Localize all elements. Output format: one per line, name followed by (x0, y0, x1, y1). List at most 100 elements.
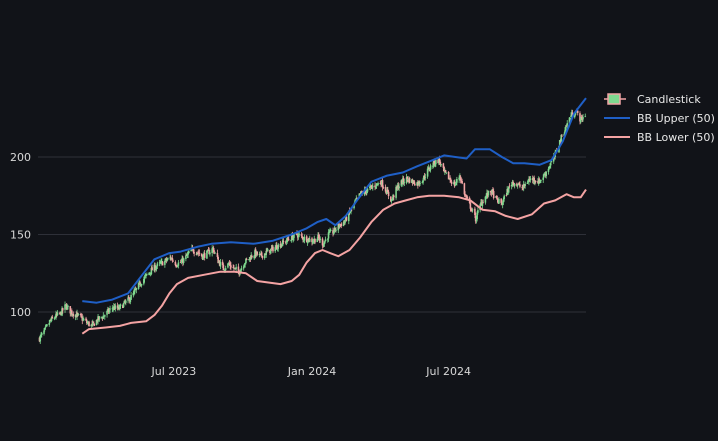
candle-body[interactable] (582, 117, 584, 120)
candle-body[interactable] (281, 240, 284, 246)
candle-body[interactable] (453, 181, 456, 187)
candle-body[interactable] (461, 180, 463, 184)
candle-body[interactable] (419, 183, 421, 185)
candle-body[interactable] (66, 306, 69, 310)
candle-body[interactable] (61, 308, 64, 311)
candle-body[interactable] (272, 246, 274, 252)
candle-body[interactable] (316, 238, 319, 243)
candle-body[interactable] (150, 268, 153, 275)
candle-body[interactable] (345, 216, 348, 221)
candle-body[interactable] (40, 333, 43, 336)
candle-body[interactable] (274, 247, 277, 252)
candle-body[interactable] (114, 305, 117, 310)
candle-body[interactable] (58, 312, 61, 314)
candle-body[interactable] (456, 178, 458, 183)
candle-body[interactable] (227, 263, 229, 268)
candle-body[interactable] (61, 308, 63, 316)
candle-body[interactable] (374, 185, 376, 188)
candle-body[interactable] (534, 181, 537, 182)
candle-body[interactable] (130, 295, 132, 300)
candle-body[interactable] (72, 313, 75, 317)
candle-body[interactable] (327, 232, 330, 239)
candle-body[interactable] (503, 195, 505, 200)
candle-body[interactable] (444, 170, 447, 173)
candle-body[interactable] (558, 139, 561, 147)
candle-body[interactable] (139, 282, 141, 286)
bollinger-lines[interactable] (81, 97, 587, 335)
candle-body[interactable] (245, 258, 247, 264)
candle-body[interactable] (424, 176, 427, 178)
candle-body[interactable] (213, 251, 216, 253)
candle-body[interactable] (239, 272, 241, 275)
candle-body[interactable] (230, 265, 232, 268)
candle-body[interactable] (202, 254, 204, 260)
candle-body[interactable] (265, 250, 268, 255)
candle-body[interactable] (442, 163, 445, 168)
candle-body[interactable] (560, 135, 563, 142)
candle-body[interactable] (211, 248, 213, 254)
candle-body[interactable] (539, 180, 542, 183)
candle-body[interactable] (70, 310, 73, 315)
candle-body[interactable] (149, 272, 151, 274)
candle-body[interactable] (433, 160, 436, 165)
candle-body[interactable] (500, 198, 502, 203)
candle-body[interactable] (428, 167, 430, 170)
candle-body[interactable] (422, 179, 424, 183)
candle-body[interactable] (460, 179, 463, 181)
candle-body[interactable] (321, 238, 324, 246)
candle-body[interactable] (579, 116, 582, 123)
candle-body[interactable] (263, 253, 266, 259)
candle-body[interactable] (465, 195, 467, 197)
candle-body[interactable] (137, 282, 140, 289)
candle-body[interactable] (477, 210, 479, 213)
candle-body[interactable] (76, 313, 78, 317)
candle-body[interactable] (526, 182, 529, 184)
candle-body[interactable] (563, 133, 566, 137)
candle-body[interactable] (387, 189, 389, 193)
candle-body[interactable] (160, 261, 162, 264)
candle-body[interactable] (198, 252, 201, 254)
candle-body[interactable] (435, 159, 437, 165)
candle-body[interactable] (439, 161, 442, 165)
candle-body[interactable] (244, 263, 246, 265)
candle-body[interactable] (229, 263, 231, 267)
candle-body[interactable] (369, 186, 371, 188)
candle-body[interactable] (426, 168, 429, 177)
candle-body[interactable] (470, 208, 472, 211)
candle-body[interactable] (146, 274, 148, 276)
candle-body[interactable] (276, 249, 279, 250)
candle-body[interactable] (176, 265, 179, 267)
candle-body[interactable] (253, 255, 255, 259)
candle-body[interactable] (77, 314, 80, 315)
candle-body[interactable] (151, 267, 153, 271)
candle-body[interactable] (574, 112, 577, 115)
candle-body[interactable] (193, 252, 195, 254)
candle-body[interactable] (375, 186, 377, 188)
candle-body[interactable] (414, 183, 416, 186)
candle-body[interactable] (182, 258, 185, 264)
candle-body[interactable] (55, 313, 57, 318)
candle-body[interactable] (200, 253, 203, 257)
candle-body[interactable] (119, 305, 121, 309)
candle-body[interactable] (393, 195, 395, 198)
candle-body[interactable] (287, 238, 289, 240)
candle-body[interactable] (568, 117, 571, 124)
candle-body[interactable] (266, 249, 269, 252)
candle-body[interactable] (102, 315, 105, 319)
candle-body[interactable] (132, 293, 135, 296)
candle-body[interactable] (82, 319, 85, 321)
candle-body[interactable] (511, 181, 514, 186)
candle-body[interactable] (54, 317, 57, 319)
candle-body[interactable] (392, 195, 394, 200)
candle-body[interactable] (344, 220, 346, 224)
candle-body[interactable] (458, 177, 460, 180)
candle-body[interactable] (235, 267, 237, 269)
candle-body[interactable] (543, 174, 545, 177)
candle-body[interactable] (174, 261, 177, 266)
candle-body[interactable] (492, 189, 494, 192)
candle-body[interactable] (323, 242, 325, 247)
candle-body[interactable] (203, 253, 206, 258)
candle-body[interactable] (432, 165, 434, 167)
candle-body[interactable] (573, 114, 576, 118)
candle-body[interactable] (484, 196, 487, 203)
